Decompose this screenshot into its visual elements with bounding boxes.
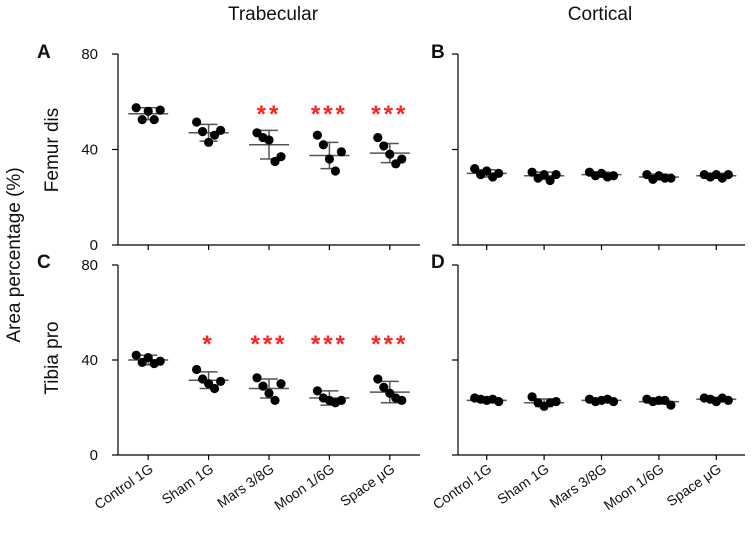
data-point-a-0-4 [155,105,165,115]
significance-marker: *** [250,331,287,358]
data-point-a-0-2 [143,106,153,116]
x-category-label: Sham 1G [159,460,217,507]
significance-marker: *** [311,101,348,128]
data-point-c-1-4 [216,376,226,386]
data-point-b-1-0 [527,167,537,177]
data-point-b-1-2 [539,169,549,180]
data-point-a-1-1 [198,126,208,137]
data-point-c-4-4 [397,395,407,405]
x-category-label: Control 1G [430,460,495,512]
data-point-b-2-4 [608,171,619,181]
data-point-b-1-3 [545,175,555,186]
data-point-c-0-0 [131,350,141,360]
data-point-a-2-2 [264,135,274,145]
y-tick-label: 0 [90,447,98,464]
x-category-label: Sham 1G [494,460,552,507]
panel-letter-c: C [37,252,51,273]
data-point-b-0-2 [482,166,492,176]
data-point-c-2-2 [264,388,274,398]
y-axis-label: Area percentage (%) [4,167,25,342]
data-point-a-3-4 [336,147,346,157]
data-point-b-1-4 [551,169,561,180]
data-point-d-1-0 [527,392,537,402]
data-point-a-1-0 [192,117,202,127]
significance-marker: *** [371,101,408,128]
data-point-a-4-4 [397,154,407,164]
row-label-tibia: Tibia pro [42,321,63,394]
x-category-label: Moon 1/6G [271,460,337,513]
data-point-a-4-1 [379,141,389,151]
data-point-d-4-4 [723,395,733,405]
x-category-label: Mars 3/8G [214,460,277,511]
data-point-c-2-3 [270,395,280,405]
panel-b-plot [452,53,745,250]
column-title-cortical: Cortical [568,4,632,25]
data-point-a-0-0 [131,103,141,113]
data-point-c-0-2 [143,353,153,363]
data-point-a-3-0 [312,130,322,140]
panel-letter-b: B [431,42,445,63]
data-point-c-2-4 [276,379,286,389]
data-point-a-3-3 [330,166,340,176]
panel-c-plot: 0 40 80 Control 1G Sham 1G * Mars 3/8G *** Moon … [81,257,420,513]
x-category-label: Space μG [664,460,724,509]
data-point-c-3-0 [312,386,322,396]
y-tick-label: 40 [81,142,98,159]
data-point-c-1-0 [192,364,202,375]
panel-letter-d: D [431,252,445,273]
y-tick-label: 0 [90,237,98,254]
data-point-b-3-4 [666,173,676,183]
data-point-a-1-2 [204,137,214,147]
data-point-d-1-4 [551,396,561,407]
significance-marker: * [202,331,214,358]
data-point-d-2-4 [608,396,619,407]
data-point-a-1-4 [216,125,226,135]
y-tick-label: 80 [81,257,98,274]
data-point-a-2-4 [276,152,286,162]
data-point-a-3-1 [318,140,328,150]
data-point-a-3-2 [324,154,334,164]
data-point-c-1-3 [210,383,220,394]
data-point-c-2-1 [258,381,268,391]
data-point-c-4-1 [379,382,389,392]
panel-letter-a: A [37,42,51,63]
data-point-c-2-0 [252,373,262,383]
data-point-d-0-4 [494,396,504,407]
data-point-d-3-4 [666,400,676,410]
data-point-c-3-4 [336,395,346,405]
data-point-c-4-0 [373,374,383,384]
data-point-b-0-0 [470,164,480,174]
data-point-b-4-4 [723,169,733,180]
significance-marker: *** [311,331,348,358]
data-point-b-0-4 [494,168,504,178]
x-category-label: Moon 1/6G [601,460,667,513]
x-category-label: Space μG [337,460,397,509]
data-point-a-0-3 [149,115,159,125]
data-point-a-4-2 [385,149,395,159]
row-label-femur: Femur dis [42,108,63,192]
y-tick-label: 40 [81,352,98,369]
column-title-trabecular: Trabecular [228,4,319,25]
significance-marker: ** [257,101,282,128]
x-category-label: Control 1G [91,460,156,512]
data-point-a-4-0 [373,132,383,143]
data-point-c-0-4 [155,356,165,366]
x-category-label: Mars 3/8G [547,460,610,511]
y-tick-label: 80 [81,46,98,63]
data-point-a-0-1 [137,115,147,125]
significance-marker: *** [371,331,408,358]
